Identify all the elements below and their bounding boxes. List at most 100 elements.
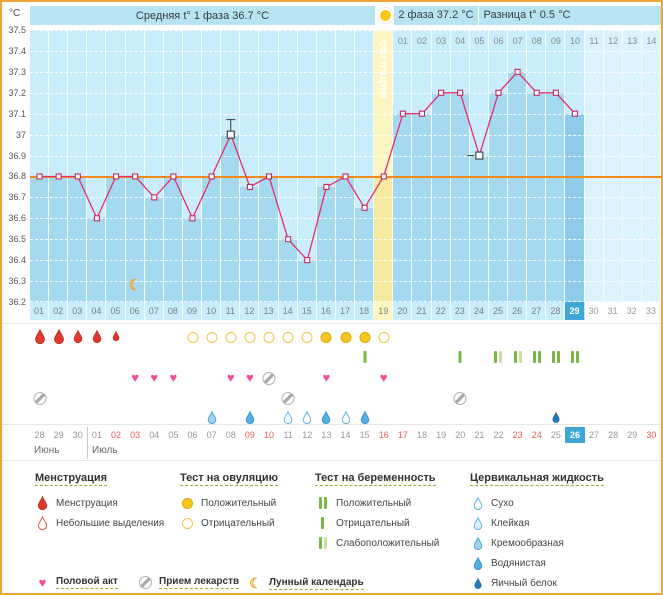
day-column-20[interactable] bbox=[393, 30, 413, 302]
day-column-30[interactable] bbox=[584, 30, 604, 302]
day-column-21[interactable] bbox=[412, 30, 432, 302]
phase2-day-label: 08 bbox=[531, 36, 542, 46]
temperature-bar bbox=[316, 186, 335, 302]
day-column-02[interactable] bbox=[49, 30, 69, 302]
cycle-day-number: 19 bbox=[374, 302, 394, 320]
header-divider bbox=[478, 6, 479, 25]
temp-marker bbox=[36, 173, 43, 180]
date-cell: 29 bbox=[627, 430, 638, 440]
phase2-day-label: 01 bbox=[397, 36, 408, 46]
temperature-bar bbox=[393, 113, 412, 302]
day-column-07[interactable] bbox=[144, 30, 164, 302]
date-cell: 26 bbox=[565, 427, 585, 443]
cycle-day-number: 28 bbox=[546, 302, 566, 320]
cycle-day-number: 07 bbox=[144, 302, 164, 320]
date-cell: 04 bbox=[149, 430, 160, 440]
day-column-18[interactable] bbox=[355, 30, 375, 302]
cervical-fluid-icon bbox=[321, 409, 331, 425]
temp-marker bbox=[208, 173, 215, 180]
phase2-day-label: 09 bbox=[550, 36, 561, 46]
gridline bbox=[30, 281, 661, 283]
day-column-10[interactable] bbox=[202, 30, 222, 302]
ovulation-test-icon bbox=[378, 329, 390, 345]
intercourse-icon: ♥ bbox=[322, 369, 331, 385]
day-column-16[interactable] bbox=[316, 30, 336, 302]
moon-icon: ☾ bbox=[128, 277, 142, 294]
menstruation-icon bbox=[92, 328, 102, 344]
temp-marker bbox=[457, 89, 464, 96]
menstruation-icon bbox=[53, 328, 65, 344]
y-axis-unit-label: °C bbox=[9, 8, 21, 19]
cycle-day-number: 31 bbox=[603, 302, 623, 320]
separator-line bbox=[2, 323, 661, 324]
date-cell: 03 bbox=[130, 430, 141, 440]
phase2-day-label: 12 bbox=[608, 36, 619, 46]
date-cell: 24 bbox=[531, 430, 542, 440]
day-column-03[interactable] bbox=[68, 30, 88, 302]
cycle-day-number: 13 bbox=[259, 302, 279, 320]
legend-item-label: Менструация bbox=[56, 497, 118, 509]
legend-item: Водянистая bbox=[470, 553, 604, 573]
day-column-24[interactable] bbox=[469, 30, 489, 302]
phase2-day-label: 07 bbox=[512, 36, 523, 46]
y-tick-label: 37 bbox=[15, 129, 26, 140]
gridline bbox=[30, 239, 661, 241]
temp-marker bbox=[418, 110, 426, 117]
date-cell: 17 bbox=[397, 430, 408, 440]
legend-item: Отрицательный bbox=[315, 513, 439, 533]
legend-link-pill[interactable]: Прием лекарств bbox=[138, 576, 240, 589]
legend-item: Сухо bbox=[470, 493, 604, 513]
day-column-29[interactable] bbox=[565, 30, 585, 302]
cycle-day-number: 15 bbox=[297, 302, 317, 320]
legend-title: Тест на беременность bbox=[315, 472, 436, 486]
day-column-14[interactable] bbox=[278, 30, 298, 302]
legend-link-moon[interactable]: ☾ Лунный календарь bbox=[248, 576, 364, 590]
y-tick-label: 36.5 bbox=[8, 234, 26, 245]
ovulation-test-icon bbox=[263, 329, 275, 345]
month-divider bbox=[87, 427, 88, 459]
ovulation-test-icon bbox=[244, 329, 256, 345]
cycle-day-number: 01 bbox=[30, 302, 50, 320]
temperature-difference-text: Разница t° 0.5 °C bbox=[483, 9, 571, 21]
pregnancy-test-icon bbox=[570, 349, 579, 365]
day-column-12[interactable] bbox=[240, 30, 260, 302]
cf-sticky-icon bbox=[470, 516, 485, 530]
temp-marker bbox=[189, 215, 196, 222]
cycle-day-number: 12 bbox=[240, 302, 260, 320]
date-cell: 28 bbox=[34, 430, 45, 440]
legend-link-heart[interactable]: ♥ Половой акт bbox=[35, 576, 118, 589]
cycle-day-number: 18 bbox=[355, 302, 375, 320]
heart-icon: ♥ bbox=[38, 575, 47, 590]
day-column-32[interactable] bbox=[622, 30, 642, 302]
cycle-day-number: 08 bbox=[163, 302, 183, 320]
temp-marker bbox=[399, 110, 406, 117]
day-column-31[interactable] bbox=[603, 30, 623, 302]
legend-link-label: Лунный календарь bbox=[269, 576, 364, 590]
date-cell: 29 bbox=[53, 430, 64, 440]
date-cell: 22 bbox=[493, 430, 504, 440]
intercourse-icon: ♥ bbox=[169, 369, 178, 385]
phase2-day-label: 13 bbox=[627, 36, 638, 46]
temp-marker bbox=[323, 183, 330, 190]
phase2-day-label: 06 bbox=[493, 36, 504, 46]
legend-item: Менструация bbox=[35, 493, 164, 513]
legend-item: Положительный bbox=[315, 493, 439, 513]
date-cell: 02 bbox=[111, 430, 122, 440]
cycle-day-number: 25 bbox=[488, 302, 509, 320]
temperature-bar bbox=[508, 71, 527, 302]
day-column-26[interactable] bbox=[508, 30, 528, 302]
pregnancy-test-icon bbox=[551, 349, 560, 365]
date-cell: 28 bbox=[608, 430, 619, 440]
y-tick-label: 36.8 bbox=[8, 171, 26, 182]
day-column-33[interactable] bbox=[641, 30, 661, 302]
separator-line bbox=[2, 424, 661, 425]
date-cell: 11 bbox=[283, 430, 293, 440]
phase1-average-header: Средняя t° 1 фаза 36.7 °C bbox=[30, 6, 375, 25]
day-column-13[interactable] bbox=[259, 30, 279, 302]
phase2-day-label: 04 bbox=[455, 36, 466, 46]
y-tick-label: 37.2 bbox=[8, 87, 26, 98]
flagged-temp-marker bbox=[475, 151, 484, 160]
cycle-day-number: 30 bbox=[584, 302, 604, 320]
temp-marker bbox=[342, 173, 349, 180]
cycle-day-number: 27 bbox=[527, 302, 547, 320]
